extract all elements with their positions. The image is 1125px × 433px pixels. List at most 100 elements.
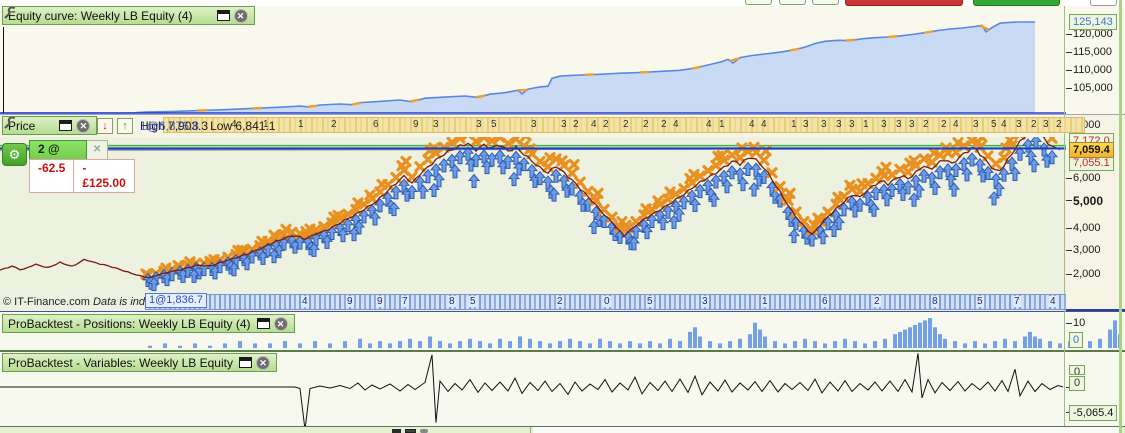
equity-chart[interactable]: [0, 6, 1066, 115]
entry-strip-number: 6: [821, 296, 829, 307]
axis-tick: 6,000: [1073, 172, 1101, 184]
size-strip-number: 4: [1001, 119, 1007, 130]
variables-chart[interactable]: [0, 352, 1066, 426]
entry-strip-number: 4: [1049, 296, 1057, 307]
axis-tick: 110,000: [1073, 64, 1112, 76]
size-strip-number: 2: [623, 119, 629, 130]
toolbar-button-stub[interactable]: [1090, 0, 1117, 6]
size-strip-number: 9: [413, 119, 419, 130]
buy-arrow-button[interactable]: ↑: [117, 118, 133, 134]
entry-strip-number: 5: [469, 296, 477, 307]
close-icon[interactable]: ✕: [76, 118, 91, 133]
size-strip-number: 4: [749, 119, 755, 130]
settings-wrench-icon[interactable]: [4, 117, 55, 132]
toolbar-button-stub[interactable]: [745, 0, 772, 5]
axis-tick: 120,000: [1073, 28, 1113, 40]
position-points: -62.5: [29, 159, 75, 193]
variables-panel: ProBacktest - Variables: Weekly LB Equit…: [0, 350, 1125, 426]
entry-strip-number: 9: [376, 296, 384, 307]
detach-window-icon[interactable]: [216, 10, 230, 21]
axis-tick: 105,000: [1073, 82, 1113, 94]
close-icon[interactable]: ✕: [255, 355, 270, 370]
size-strip-number: 3: [896, 119, 902, 130]
size-strip-number: 1: [263, 119, 269, 130]
chart-cursor: [3, 27, 4, 113]
buy-button-stub[interactable]: [973, 0, 1060, 6]
equity-current-value: 125,143: [1069, 14, 1117, 30]
low-line-value: 7,055.1: [1069, 155, 1114, 171]
size-strip-number: 2: [603, 119, 609, 130]
next-panel-cutoff: [0, 426, 1125, 433]
position-gear-button[interactable]: ⚙: [2, 143, 27, 166]
open-readout: 1@6,876.8: [140, 119, 199, 133]
window-icon-stub[interactable]: [405, 429, 416, 433]
axis-tick: 4,000: [1073, 222, 1101, 234]
detach-window-icon[interactable]: [238, 357, 252, 368]
close-icon[interactable]: ✕: [273, 316, 288, 331]
size-strip-number: 2: [1031, 119, 1037, 130]
size-strip-number: 2: [941, 119, 947, 130]
equity-panel-tab[interactable]: Equity curve: Weekly LB Equity (4) ✕: [2, 6, 255, 25]
sell-arrow-button[interactable]: ↓: [97, 118, 113, 134]
variables-current-value: 0: [1069, 376, 1085, 391]
detach-window-icon[interactable]: [256, 318, 270, 329]
positions-current-value: 0: [1069, 332, 1084, 348]
toolbar-cutoff: [0, 0, 1125, 6]
equity-panel: Equity curve: Weekly LB Equity (4) ✕ 125…: [0, 6, 1125, 115]
entry-strip-number: 7: [401, 296, 409, 307]
size-strip-number: 3: [1043, 119, 1049, 130]
axis-tick: 115,000: [1073, 46, 1112, 58]
entry-price-strip: 4 9 9 7 8 5 2 0 5 3 1 6 2 8 5 7 4: [145, 294, 1066, 310]
size-strip-number: 1: [863, 119, 869, 130]
size-strip-number: 3: [433, 119, 439, 130]
size-strip-number: 1: [298, 119, 304, 130]
close-icon[interactable]: ✕: [233, 8, 248, 23]
price-panel-title: Price: [8, 118, 36, 133]
position-pnl: -£125.00: [74, 159, 135, 193]
entry-strip-number: 9: [346, 296, 354, 307]
size-strip-number: 2: [1056, 119, 1062, 130]
entry-strip-number: 7: [1013, 296, 1021, 307]
size-strip-number: 4: [761, 119, 767, 130]
entry-strip-number: 3: [701, 296, 709, 307]
detach-window-icon[interactable]: [59, 120, 73, 131]
settings-wrench-icon[interactable]: [4, 7, 213, 22]
size-strip-number: 3: [821, 119, 827, 130]
toolbar-button-stub[interactable]: [779, 0, 806, 5]
size-strip-number: 4: [706, 119, 712, 130]
size-strip-number: 3: [836, 119, 842, 130]
size-strip-number: 3: [561, 119, 567, 130]
equity-panel-title: Equity curve: Weekly LB Equity (4): [8, 8, 193, 23]
entry-strip-number: 5: [976, 296, 984, 307]
size-strip-number: 5: [491, 119, 497, 130]
current-price-value: 7,059.4: [1069, 142, 1114, 158]
size-strip-number: 4: [953, 119, 959, 130]
entry-strip-number: 2: [556, 296, 564, 307]
positions-panel: ProBacktest - Positions: Weekly LB Equit…: [0, 311, 1125, 350]
positions-panel-tab[interactable]: ProBacktest - Positions: Weekly LB Equit…: [2, 314, 295, 333]
size-strip-number: 2: [331, 119, 337, 130]
sell-button-stub[interactable]: [845, 0, 963, 6]
size-strip-number: 4: [673, 119, 679, 130]
size-strip-number: 4: [591, 119, 597, 130]
size-strip-number: 3: [803, 119, 809, 130]
entry-strip-number: 5: [646, 296, 654, 307]
close-icon-stub[interactable]: [420, 429, 428, 433]
size-strip-number: 3: [973, 119, 979, 130]
wrench-icon-stub[interactable]: [392, 429, 401, 433]
size-strip-number: 2: [923, 119, 929, 130]
variables-min-value: -5,065.4: [1069, 405, 1118, 421]
variables-value-box: 0: [1069, 365, 1085, 375]
entry-strip-number: 2: [873, 296, 881, 307]
toolbar-button-stub[interactable]: [812, 0, 839, 5]
size-strip-number: 3: [531, 119, 537, 130]
variables-panel-tab[interactable]: ProBacktest - Variables: Weekly LB Equit…: [2, 353, 277, 372]
price-panel-tab[interactable]: Price ✕: [2, 116, 98, 135]
size-strip-number: 4: [231, 119, 237, 130]
size-strip-number: 3: [476, 119, 482, 130]
axis-tick: 2,000: [1073, 268, 1101, 280]
price-chart[interactable]: [0, 137, 1066, 311]
